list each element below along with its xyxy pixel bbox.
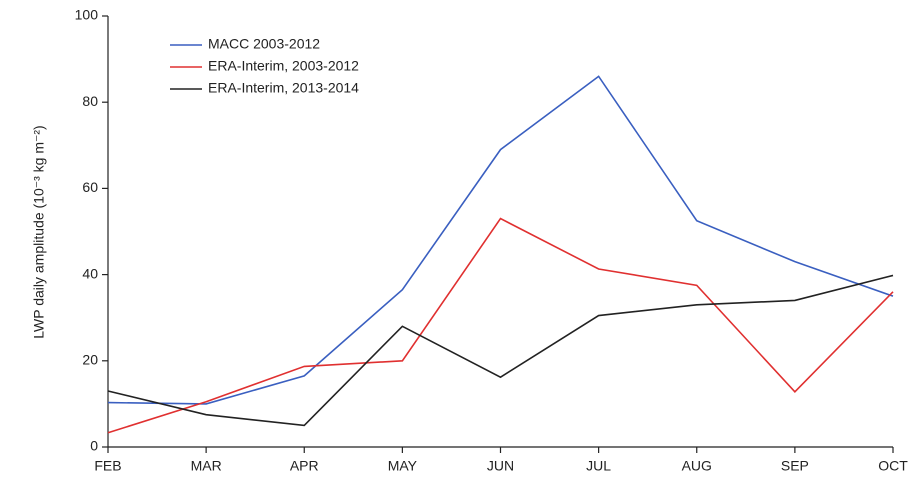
x-tick-label: OCT [878,458,908,474]
x-tick-label: APR [290,458,319,474]
y-axis-label: LWP daily amplitude (10⁻³ kg m⁻²) [31,125,47,338]
legend-label: ERA-Interim, 2003-2012 [208,58,359,74]
y-tick-label: 20 [82,352,98,368]
x-tick-label: SEP [781,458,809,474]
legend-label: MACC 2003-2012 [208,36,320,52]
data-line [107,75,894,405]
y-tick-label: 40 [82,265,98,281]
y-tick-label: 100 [75,7,99,23]
data-line [107,217,894,434]
x-tick-label: JUN [487,458,514,474]
y-tick-label: 0 [90,438,98,454]
x-tick-label: MAY [388,458,418,474]
x-tick-label: AUG [682,458,712,474]
x-tick-label: JUL [586,458,611,474]
y-tick-label: 80 [82,93,98,109]
y-tick-label: 60 [82,179,98,195]
legend-label: ERA-Interim, 2013-2014 [208,80,359,96]
data-line [107,274,894,427]
x-tick-label: FEB [94,458,121,474]
x-tick-label: MAR [191,458,222,474]
